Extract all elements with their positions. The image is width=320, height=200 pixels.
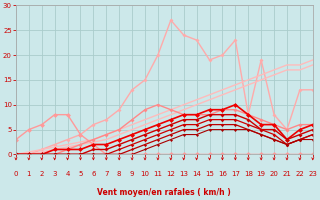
X-axis label: Vent moyen/en rafales ( km/h ): Vent moyen/en rafales ( km/h ) bbox=[98, 188, 231, 197]
